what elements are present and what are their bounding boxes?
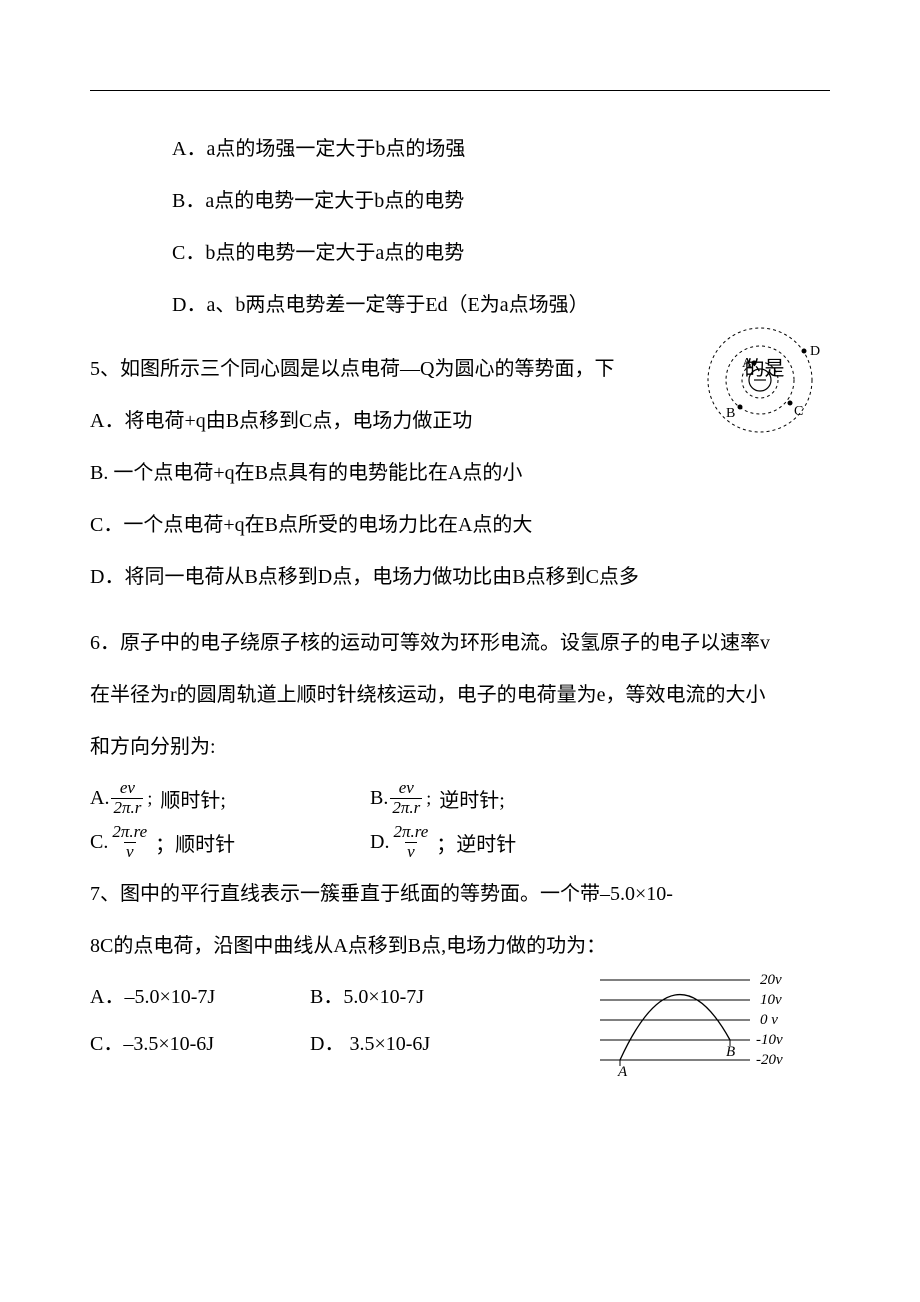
q6-b-num: ev xyxy=(397,779,416,798)
q5-stem-left: 5、如图所示三个同心圆是以点电荷—Q为圆心的等势面，下 xyxy=(90,358,614,380)
q6-option-b: B. ev 2π.r ; 逆时针; xyxy=(370,779,650,817)
q6-c-den: v xyxy=(124,842,136,862)
q5-option-c: C．一个点电荷+q在B点所受的电场力比在A点的大 xyxy=(90,499,830,551)
q6-d-den: v xyxy=(405,842,417,862)
q6-b-dir: 逆时针; xyxy=(439,784,505,813)
q5-label-a: A xyxy=(742,356,753,371)
q7-option-d: D． 3.5×10-6J xyxy=(310,1027,530,1056)
q6-d-frac: 2π.re v xyxy=(391,823,430,861)
q7-level-1: 10v xyxy=(760,992,782,1008)
q5-option-d: D．将同一电荷从B点移到D点，电场力做功比由B点移到C点多 xyxy=(90,551,830,603)
q7-level-2: 0 v xyxy=(760,1012,778,1028)
q6-b-label: B. xyxy=(370,787,388,810)
q7-label-a: A xyxy=(617,1064,628,1080)
q6-row-1: A. ev 2π.r ; 顺时针; B. ev 2π.r ; 逆时针; xyxy=(90,779,830,817)
q5-option-b: B. 一个点电荷+q在B点具有的电势能比在A点的小 xyxy=(90,447,830,499)
q6-row-2: C. 2π.re v ；顺时针 D. 2π.re v ；逆时针 xyxy=(90,823,830,861)
q5-label-d: D xyxy=(810,344,820,359)
q4-option-b: B．a点的电势一定大于b点的电势 xyxy=(90,175,830,227)
q7-diagram: A B 20v 10v 0 v -10v -20v xyxy=(590,960,810,1090)
q7-level-0: 20v xyxy=(760,972,782,988)
q6-stem-1: 6．原子中的电子绕原子核的运动可等效为环形电流。设氢原子的电子以速率v xyxy=(90,617,830,669)
q7-level-4: -20v xyxy=(756,1052,783,1068)
q6-option-d: D. 2π.re v ；逆时针 xyxy=(370,823,650,861)
q5-label-c: C xyxy=(794,404,803,419)
q6-a-dir: 顺时针; xyxy=(160,784,226,813)
q7-label-b: B xyxy=(726,1044,735,1060)
q6-a-den: 2π.r xyxy=(111,798,143,818)
q5: 5、如图所示三个同心圆是以点电荷—Q为圆心的等势面，下 的是 A D B xyxy=(90,343,830,603)
q6-d-num: 2π.re xyxy=(391,823,430,842)
q4-option-c: C．b点的电势一定大于a点的电势 xyxy=(90,227,830,279)
q4-option-d: D．a、b两点电势差一定等于Ed（E为a点场强） xyxy=(90,279,830,331)
q6-c-num: 2π.re xyxy=(110,823,149,842)
q7-option-c: C．–3.5×10-6J xyxy=(90,1027,310,1056)
q7-option-a: A．–5.0×10-7J xyxy=(90,980,310,1009)
q6-c-frac: 2π.re v xyxy=(110,823,149,861)
q6-option-a: A. ev 2π.r ; 顺时针; xyxy=(90,779,370,817)
q7-level-3: -10v xyxy=(756,1032,783,1048)
q5-label-b: B xyxy=(726,406,735,421)
q7: 7、图中的平行直线表示一簇垂直于纸面的等势面。一个带–5.0×10- 8C的点电… xyxy=(90,868,830,1056)
q7-stem-1: 7、图中的平行直线表示一簇垂直于纸面的等势面。一个带–5.0×10- xyxy=(90,868,830,920)
q6-c-dir: ；顺时针 xyxy=(155,828,235,857)
q6-c-label: C. xyxy=(90,831,108,854)
page: A．a点的场强一定大于b点的场强 B．a点的电势一定大于b点的电势 C．b点的电… xyxy=(0,0,920,1302)
q6-d-label: D. xyxy=(370,831,389,854)
q6-a-label: A. xyxy=(90,787,109,810)
q6-b-frac: ev 2π.r xyxy=(390,779,422,817)
q6: 6．原子中的电子绕原子核的运动可等效为环形电流。设氢原子的电子以速率v 在半径为… xyxy=(90,617,830,862)
q7-option-b: B．5.0×10-7J xyxy=(310,980,530,1009)
q6-option-c: C. 2π.re v ；顺时针 xyxy=(90,823,370,861)
q4-options: A．a点的场强一定大于b点的场强 B．a点的电势一定大于b点的电势 C．b点的电… xyxy=(90,123,830,331)
q6-a-frac: ev 2π.r xyxy=(111,779,143,817)
q6-a-num: ev xyxy=(118,779,137,798)
top-rule xyxy=(90,90,830,91)
q5-diagram: A D B C xyxy=(682,325,842,435)
q4-option-a: A．a点的场强一定大于b点的场强 xyxy=(90,123,830,175)
q6-b-den: 2π.r xyxy=(390,798,422,818)
q6-d-dir: ；逆时针 xyxy=(436,828,516,857)
q6-stem-2: 在半径为r的圆周轨道上顺时针绕核运动，电子的电荷量为e，等效电流的大小 xyxy=(90,669,830,721)
q6-stem-3: 和方向分别为: xyxy=(90,721,830,773)
